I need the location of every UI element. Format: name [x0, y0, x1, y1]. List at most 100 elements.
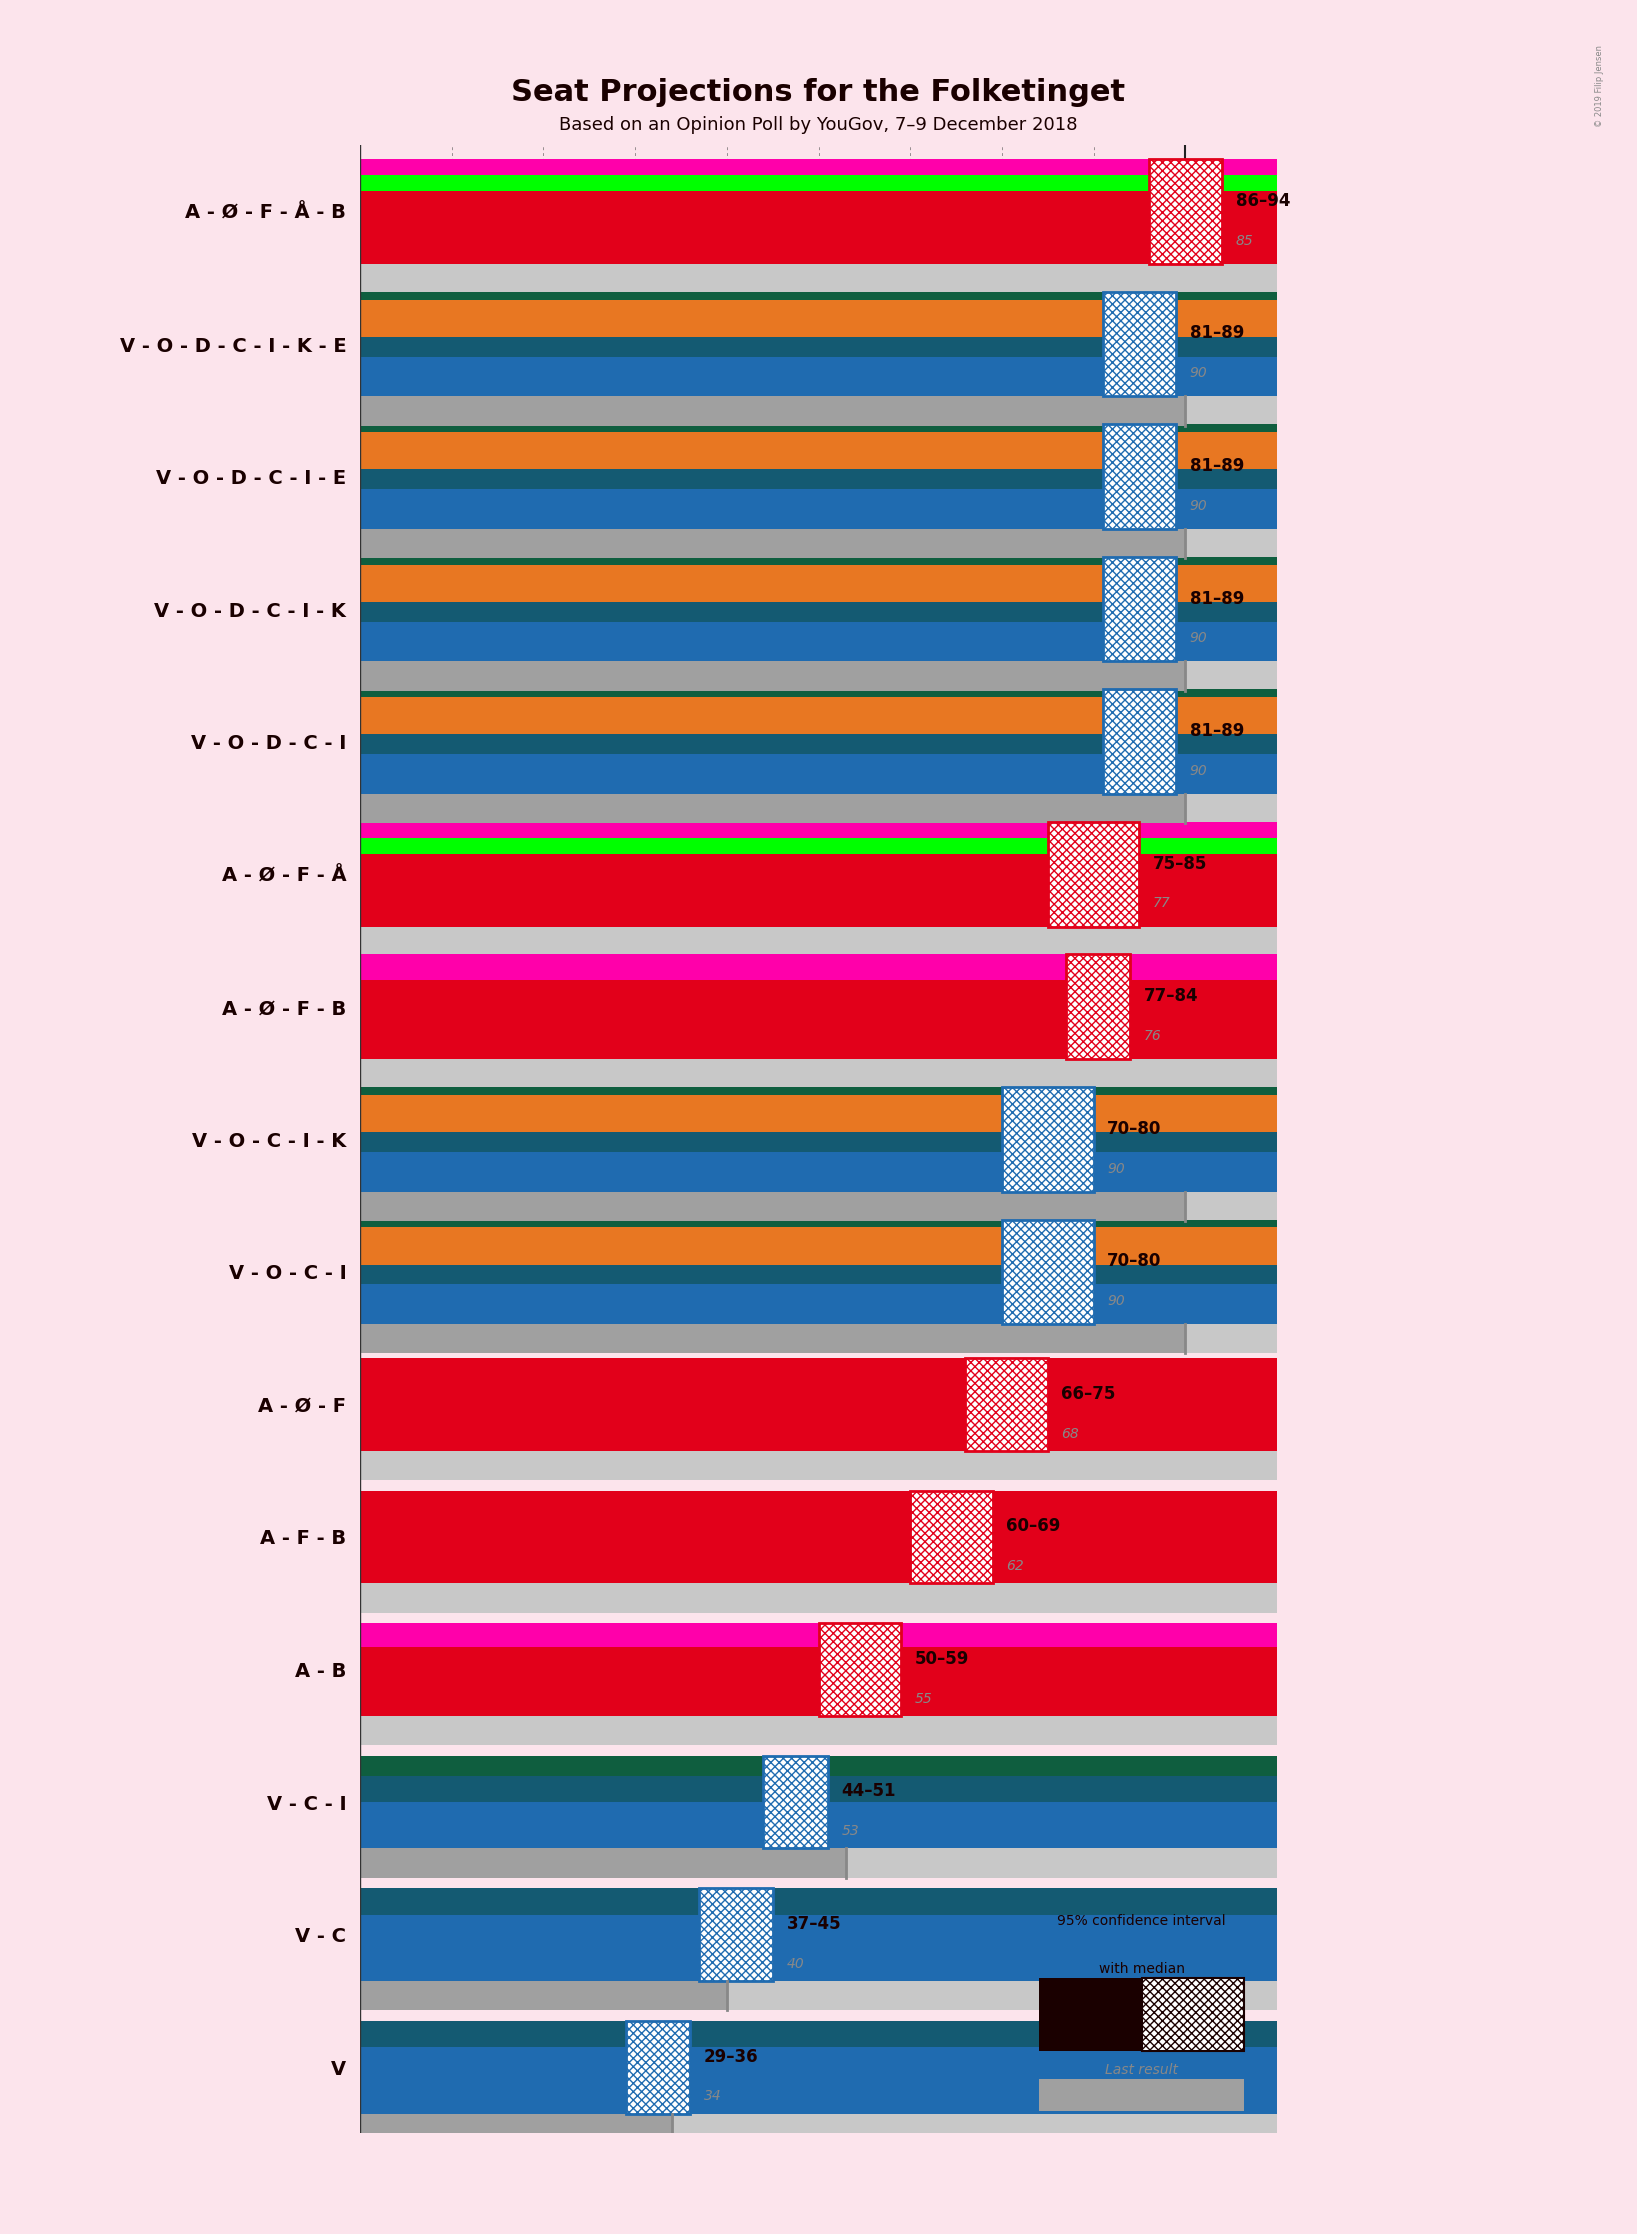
Text: 81–89: 81–89 — [1190, 722, 1244, 739]
Bar — [360, 174, 1277, 190]
Text: 86–94: 86–94 — [1236, 192, 1290, 210]
Bar — [360, 424, 1277, 431]
Bar — [360, 1982, 1277, 2011]
Text: 90: 90 — [1190, 764, 1208, 777]
Bar — [818, 1624, 900, 1716]
Bar — [360, 661, 1185, 690]
Bar — [360, 1153, 1277, 1191]
Bar — [699, 1888, 773, 1982]
Text: 37–45: 37–45 — [786, 1915, 841, 1932]
Bar — [360, 690, 1277, 717]
Bar — [360, 822, 1277, 849]
Bar — [360, 264, 1277, 293]
Bar — [360, 2046, 1277, 2113]
Bar — [360, 558, 1277, 585]
Bar — [360, 424, 1277, 451]
Bar — [360, 1059, 1277, 1088]
Bar — [360, 2022, 1277, 2046]
Bar — [1048, 822, 1139, 927]
Bar — [625, 2022, 691, 2113]
Bar — [360, 1479, 1277, 1506]
Text: Based on an Opinion Poll by YouGov, 7–9 December 2018: Based on an Opinion Poll by YouGov, 7–9 … — [560, 116, 1077, 134]
Bar — [360, 1191, 1277, 1220]
Bar — [360, 1088, 1277, 1095]
Bar — [1103, 293, 1175, 395]
Bar — [360, 697, 1277, 735]
Bar — [360, 1982, 727, 2011]
Bar — [360, 1646, 1277, 1716]
Bar — [360, 1325, 1277, 1354]
Bar — [1103, 424, 1175, 529]
Text: 68: 68 — [1061, 1428, 1079, 1441]
Text: 90: 90 — [1107, 1162, 1125, 1175]
Bar — [360, 1756, 1277, 1776]
Text: 70–80: 70–80 — [1107, 1119, 1162, 1137]
Bar — [360, 981, 1277, 1059]
Bar — [360, 601, 1277, 621]
Bar — [360, 1191, 1185, 1220]
Bar — [1103, 556, 1175, 661]
Bar — [360, 1745, 1277, 1772]
Text: 29–36: 29–36 — [704, 2049, 758, 2066]
Bar — [360, 822, 1277, 838]
Text: Seat Projections for the Folketinget: Seat Projections for the Folketinget — [511, 78, 1126, 107]
Bar — [360, 838, 1277, 853]
Text: 90: 90 — [1190, 366, 1208, 380]
Text: 85: 85 — [1236, 235, 1254, 248]
Bar — [360, 2113, 671, 2142]
Bar — [360, 299, 1277, 337]
Bar — [360, 1584, 1277, 1613]
Bar — [360, 1358, 1277, 1450]
Text: 76: 76 — [1144, 1030, 1162, 1043]
Bar — [360, 735, 1277, 755]
Text: 75–85: 75–85 — [1152, 856, 1208, 873]
Bar — [360, 793, 1185, 822]
Bar — [360, 1716, 1277, 1745]
Bar — [360, 489, 1277, 529]
Bar — [360, 565, 1277, 601]
Bar — [360, 690, 1277, 697]
Text: 77–84: 77–84 — [1144, 987, 1198, 1005]
Text: 81–89: 81–89 — [1190, 590, 1244, 608]
Bar — [360, 621, 1277, 661]
Bar — [360, 431, 1277, 469]
Bar — [1143, 1979, 1244, 2051]
Text: 81–89: 81–89 — [1190, 458, 1244, 476]
Bar — [1039, 1979, 1143, 2051]
Bar — [360, 529, 1185, 558]
Bar — [763, 1756, 828, 1848]
Bar — [360, 1264, 1277, 1285]
Bar — [1002, 1220, 1094, 1325]
Bar — [360, 1220, 1277, 1226]
Bar — [1103, 690, 1175, 793]
Text: © 2019 Filip Jensen: © 2019 Filip Jensen — [1596, 45, 1604, 127]
Bar — [360, 927, 1277, 956]
Bar — [360, 853, 1277, 927]
Bar — [360, 954, 1277, 981]
Bar — [1149, 159, 1221, 264]
Text: 40: 40 — [786, 1957, 804, 1970]
Bar — [360, 755, 1277, 793]
Bar — [360, 661, 1277, 690]
Bar — [360, 956, 1277, 983]
Bar — [360, 2113, 1277, 2142]
Bar — [360, 1848, 1277, 1877]
Bar — [360, 1803, 1277, 1848]
Bar — [360, 1848, 846, 1877]
Bar — [360, 1133, 1277, 1153]
Bar — [360, 2011, 1277, 2037]
Text: 44–51: 44–51 — [841, 1783, 895, 1801]
Bar — [360, 1624, 1277, 1646]
Bar — [966, 1358, 1048, 1450]
Bar — [360, 1354, 1277, 1381]
Bar — [360, 337, 1277, 357]
Text: 81–89: 81–89 — [1190, 324, 1244, 342]
Bar — [360, 1915, 1277, 1982]
Text: 60–69: 60–69 — [1007, 1517, 1061, 1535]
Text: 90: 90 — [1190, 632, 1208, 646]
Text: 55: 55 — [915, 1691, 933, 1707]
Bar — [360, 793, 1277, 822]
Text: 70–80: 70–80 — [1107, 1253, 1162, 1271]
Bar — [360, 159, 1277, 174]
Bar — [360, 1877, 1277, 1903]
